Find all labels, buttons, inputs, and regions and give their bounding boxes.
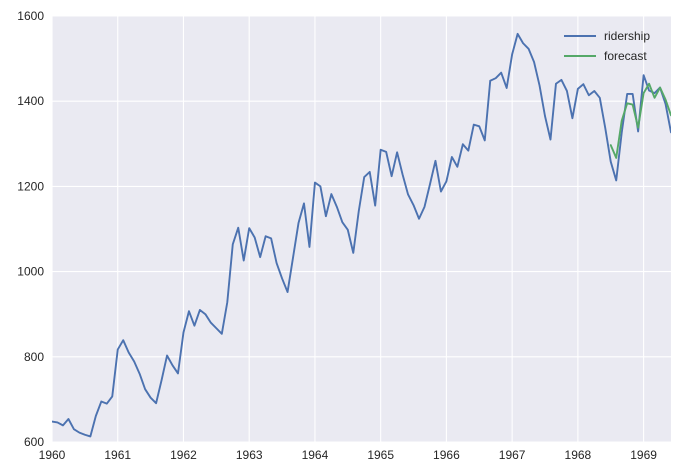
x-tick-labels: 1960 1961 1962 1963 1964 1965 1966 1967 1968 1969 (39, 448, 658, 462)
y-tick-label: 1600 (17, 9, 44, 23)
x-tick-label: 1967 (499, 448, 526, 462)
x-tick-label: 1963 (236, 448, 263, 462)
series-line-forecast (609, 82, 671, 159)
legend-label-forecast: forecast (604, 49, 647, 63)
y-tick-label: 1400 (17, 94, 44, 108)
x-tick-label: 1961 (104, 448, 131, 462)
grid-lines (51, 15, 671, 443)
plot-background (52, 16, 671, 442)
x-tick-label: 1966 (433, 448, 460, 462)
x-tick-label: 1964 (302, 448, 329, 462)
y-tick-labels: 600 800 1000 1200 1400 1600 (17, 9, 44, 449)
series-lines (52, 32, 671, 438)
x-tick-label: 1968 (565, 448, 592, 462)
y-tick-label: 800 (24, 350, 44, 364)
series-line-ridership (52, 32, 671, 438)
y-tick-label: 1000 (17, 265, 44, 279)
legend: ridership forecast (564, 29, 650, 63)
x-tick-label: 1960 (39, 448, 66, 462)
x-tick-label: 1965 (367, 448, 394, 462)
y-tick-label: 1200 (17, 179, 44, 193)
legend-label-ridership: ridership (604, 29, 650, 43)
y-tick-label: 600 (24, 435, 44, 449)
x-tick-label: 1969 (630, 448, 657, 462)
x-tick-label: 1962 (170, 448, 197, 462)
